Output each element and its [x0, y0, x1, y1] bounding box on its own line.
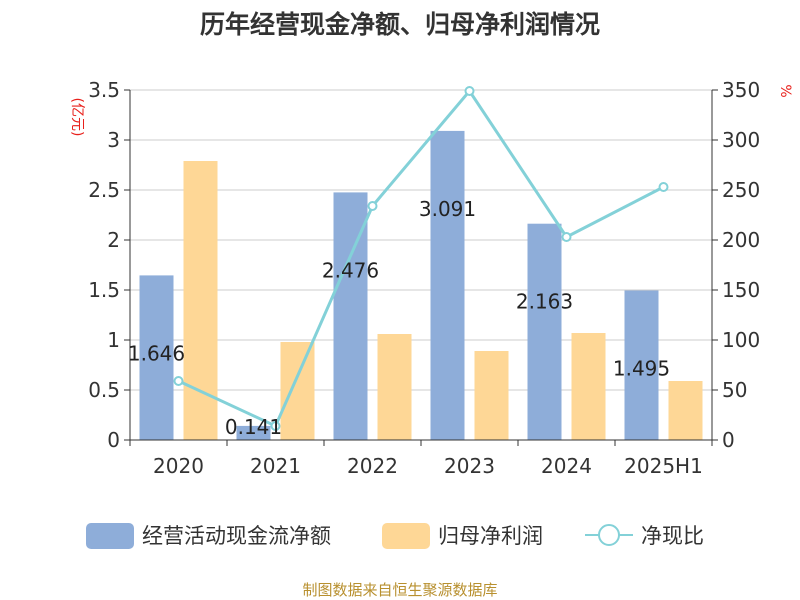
right-tick-label: 150	[722, 278, 760, 302]
line-point	[464, 86, 475, 96]
bar-series	[139, 130, 703, 440]
right-tick-label: 50	[722, 378, 747, 402]
x-tick-label: 2022	[347, 454, 398, 478]
axes: 0 0.5 1 1.5 2 2.5 3 3.5 0 50 100 150 200 250 300 350 202…	[88, 78, 760, 478]
bar-operating-cashflow	[624, 290, 659, 440]
bar-operating-cashflow	[236, 425, 271, 440]
x-tick-label: 2023	[444, 454, 495, 478]
right-tick-label: 300	[722, 128, 760, 152]
line-point	[367, 201, 378, 211]
right-tick-label: 250	[722, 178, 760, 202]
data-label: 3.091	[419, 197, 476, 221]
left-tick-label: 3	[107, 128, 120, 152]
data-label: 2.163	[516, 290, 573, 314]
bar-net-profit	[377, 334, 412, 440]
chart-title: 历年经营现金净额、归母净利润情况	[200, 10, 600, 39]
bar-operating-cashflow	[430, 130, 465, 440]
x-tick-label: 2021	[250, 454, 301, 478]
data-labels: 1.646 0.141 2.476 3.091 2.163 1.495	[128, 197, 670, 439]
legend-swatch	[382, 523, 430, 549]
legend-label: 净现比	[641, 524, 704, 548]
left-tick-label: 0	[107, 428, 120, 452]
bar-net-profit	[183, 161, 218, 440]
right-tick-label: 200	[722, 228, 760, 252]
right-axis-unit: %	[777, 84, 793, 97]
left-tick-label: 3.5	[88, 78, 120, 102]
legend-swatch	[86, 523, 134, 549]
line-point	[561, 232, 572, 242]
line-series	[173, 86, 669, 431]
right-tick-label: 350	[722, 78, 760, 102]
left-axis-unit: (亿元)	[69, 98, 85, 137]
data-label: 1.646	[128, 341, 185, 365]
line-net-cash-ratio	[177, 88, 665, 429]
left-tick-label: 1	[107, 328, 120, 352]
line-point	[658, 182, 669, 192]
bar-net-profit	[280, 342, 315, 440]
right-tick-label: 100	[722, 328, 760, 352]
data-label: 2.476	[322, 258, 379, 282]
legend-marker	[598, 524, 620, 546]
bar-operating-cashflow	[139, 275, 174, 440]
data-label: 1.495	[613, 357, 670, 381]
data-label: 0.141	[225, 415, 282, 439]
bar-net-profit	[474, 351, 509, 440]
line-point	[270, 421, 281, 431]
line-point	[173, 376, 184, 386]
left-tick-label: 0.5	[88, 378, 120, 402]
bar-net-profit	[668, 381, 703, 440]
x-tick-label: 2025H1	[624, 454, 703, 478]
bar-operating-cashflow	[527, 223, 562, 440]
x-tick-label: 2020	[153, 454, 204, 478]
left-tick-label: 2	[107, 228, 120, 252]
left-tick-label: 1.5	[88, 278, 120, 302]
bar-net-profit	[571, 333, 606, 440]
legend: 经营活动现金流净额 归母净利润 净现比	[86, 523, 704, 549]
legend-label: 归母净利润	[438, 524, 543, 548]
grid-lines	[130, 89, 712, 441]
x-tick-label: 2024	[541, 454, 592, 478]
left-tick-label: 2.5	[88, 178, 120, 202]
legend-label: 经营活动现金流净额	[142, 524, 331, 548]
data-source-note: 制图数据来自恒生聚源数据库	[302, 581, 497, 599]
right-tick-label: 0	[722, 428, 735, 452]
